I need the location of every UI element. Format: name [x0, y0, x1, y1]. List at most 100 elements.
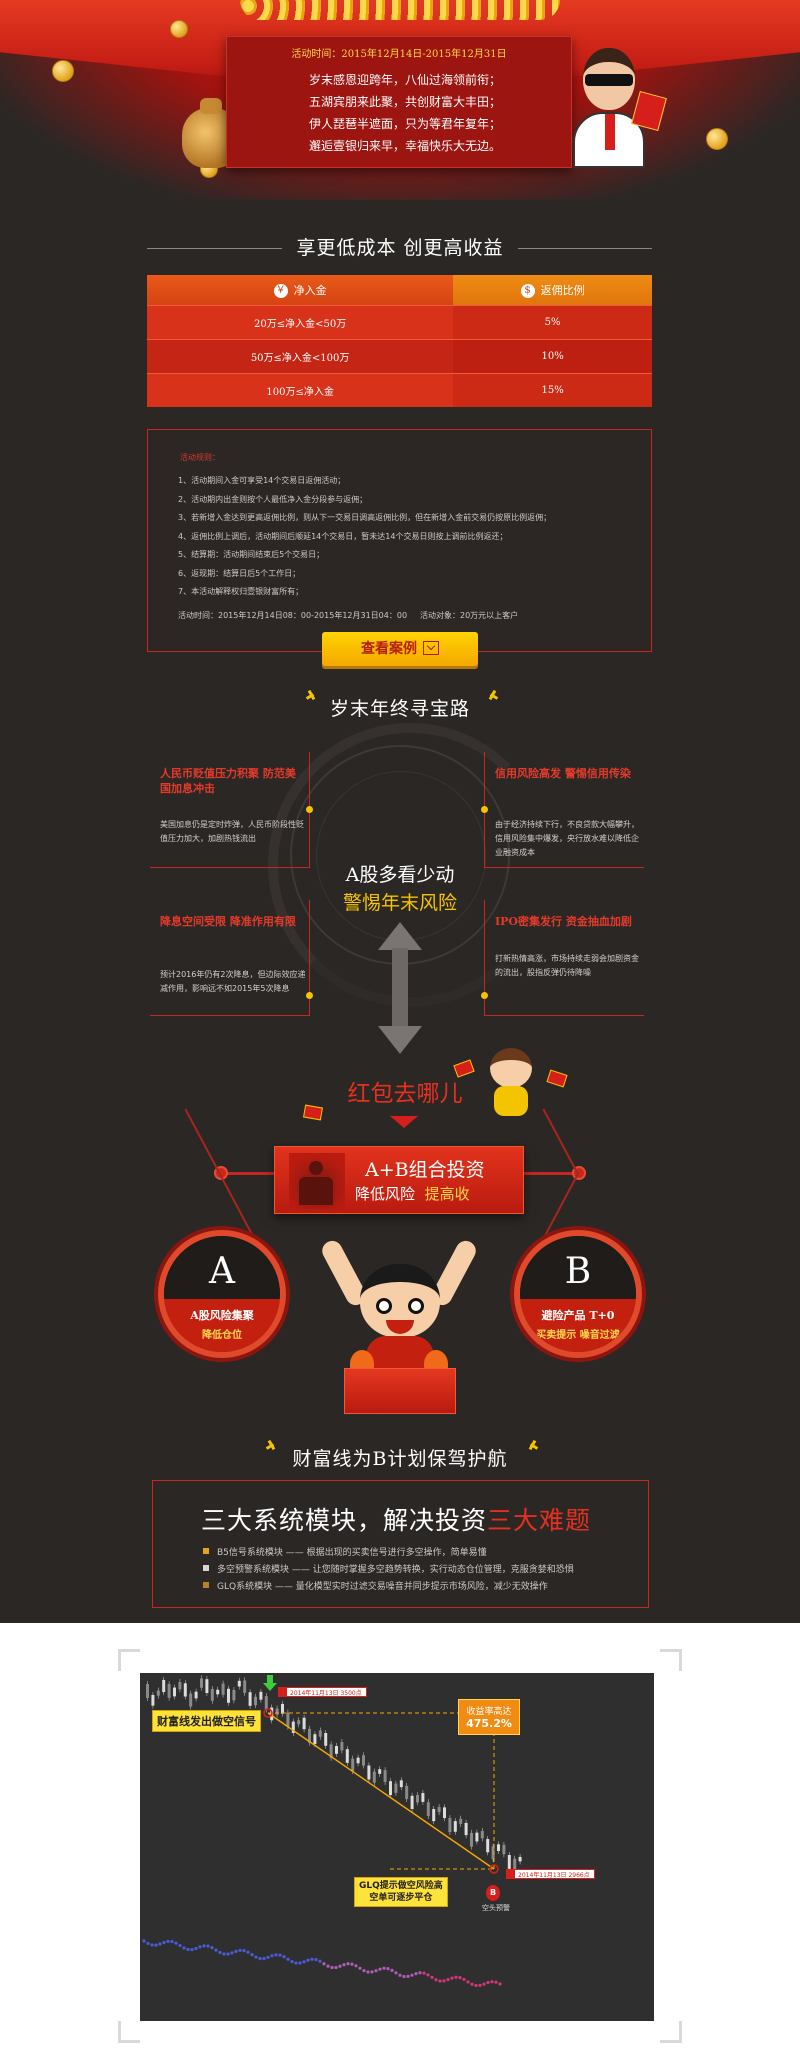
- candle-body: [291, 1721, 295, 1733]
- table-cell: 100万≤净入金: [147, 372, 454, 407]
- candle-body: [497, 1844, 500, 1852]
- red-envelope-icon: [303, 1104, 323, 1121]
- poem-line: 邂逅壹银归来早，幸福快乐大无边。: [309, 139, 502, 153]
- plan-a-line2: 降低仓位: [202, 1329, 242, 1341]
- indicator-dot: [174, 1941, 178, 1945]
- indicator-dot: [386, 1967, 390, 1971]
- coin-icon: [170, 20, 188, 38]
- dot-icon: [481, 806, 488, 813]
- signal-point: [489, 1864, 499, 1874]
- list-item: 5、结算期：活动期间结束后5个交易日；: [178, 550, 325, 559]
- candle-body: [210, 1688, 214, 1701]
- divider: [147, 248, 282, 249]
- frame-corner: [118, 1649, 140, 1671]
- candlestick-chart: [142, 1675, 522, 1988]
- list-item: 7、本活动解释权归壹银财富所有；: [178, 587, 304, 596]
- indicator-dot: [430, 1975, 434, 1980]
- risk-card-text: 美国加息仍是定时炸弹，人民币阶段性贬值压力加大，加剧热钱流出: [160, 820, 304, 843]
- candle-body: [254, 1696, 257, 1706]
- plan-b-circle: B 避险产品 T+0 买卖提示 噪音过滤: [514, 1230, 642, 1358]
- indicator-dot: [290, 1959, 294, 1964]
- candle-body: [151, 1694, 155, 1706]
- candle-body: [410, 1795, 414, 1810]
- candle-body: [162, 1679, 166, 1693]
- candle-body: [308, 1728, 311, 1743]
- list-item: B5信号系统模块 —— 根据出现的买卖信号进行多空操作，简单易懂: [203, 1545, 574, 1562]
- bear-warning-label: 空头预警: [482, 1904, 510, 1912]
- triangle-down-icon: [390, 1116, 418, 1128]
- indicator-dot: [194, 1946, 198, 1951]
- indicator-dot: [350, 1962, 354, 1966]
- candle-body: [200, 1678, 203, 1688]
- candle-body: [351, 1758, 355, 1772]
- table-row: 100万≤净入金 15%: [147, 372, 652, 407]
- list-item: 4、返佣比例上调后，活动期间后顺延14个交易日，暂未达14个交易日则按上调前比例…: [178, 531, 508, 541]
- indicator-dot: [370, 1970, 374, 1974]
- indicator-dot: [310, 1957, 314, 1961]
- rebate-rate-table: ￥ 净入金 $ 返佣比例 20万≤净入金<50万 5% 50万≤净入金<100万 1…: [147, 275, 652, 407]
- candle-body: [194, 1691, 198, 1699]
- candle-body: [378, 1769, 382, 1774]
- section-title-wealth-line: 财富线为B计划保驾护航: [292, 1448, 508, 1470]
- sparkle-icon: [526, 1440, 538, 1452]
- frame-corner: [660, 2021, 682, 2043]
- indicator-dot: [334, 1965, 338, 1970]
- rules-heading: 活动规则：: [180, 453, 220, 462]
- indicator-dot: [482, 1982, 486, 1986]
- risk-card-text: 打新热情高涨，市场持续走弱会加剧资金的流出，股指反弹仍待降噪: [495, 954, 639, 977]
- money-bag-icon: ￥: [273, 283, 288, 298]
- indicator-dot: [442, 1979, 446, 1983]
- indicator-dot: [474, 1983, 478, 1988]
- indicator-dot: [306, 1958, 310, 1962]
- candle-body: [389, 1781, 392, 1796]
- list-item: 1、活动期间入金可享受14个交易日返佣活动；: [178, 476, 346, 485]
- center-headline-2: 警惕年末风险: [342, 892, 457, 914]
- mascot-girl-icon: [480, 1048, 540, 1118]
- candle-body: [426, 1802, 430, 1817]
- candle-body: [313, 1734, 317, 1744]
- indicator-dot: [214, 1948, 218, 1952]
- indicator-dot: [422, 1971, 426, 1975]
- indicator-dot: [230, 1951, 234, 1955]
- indicator-dot: [262, 1956, 266, 1961]
- frame-corner: [660, 1649, 682, 1671]
- coin-icon: [706, 128, 728, 150]
- risk-card-ipo: IPO密集发行 资金抽血加剧 打新热情高涨，市场持续走弱会加剧资金的流出，股指反…: [481, 900, 644, 1016]
- indicator-dot: [210, 1946, 214, 1950]
- indicator-dot: [294, 1961, 298, 1965]
- indicator-dot: [154, 1943, 158, 1947]
- risk-card-title: IPO密集发行 资金抽血加剧: [495, 915, 632, 928]
- indicator-dot: [478, 1983, 482, 1987]
- candle-body: [189, 1693, 193, 1707]
- plan-a-line1: A股风险集聚: [190, 1308, 254, 1322]
- indicator-dot: [170, 1939, 174, 1944]
- indicator-dot: [394, 1971, 398, 1975]
- dot-icon: [306, 992, 313, 999]
- chevron-down-icon: [423, 641, 439, 655]
- indicator-dot: [454, 1975, 458, 1979]
- hero-poem-panel: 活动时间：2015年12月14日-2015年12月31日 岁末感恩迎跨年，八仙过…: [226, 36, 572, 168]
- candle-body: [502, 1844, 506, 1855]
- indicator-dot: [238, 1948, 242, 1952]
- indicator-dot: [302, 1960, 306, 1964]
- indicator-dot: [254, 1955, 258, 1959]
- candle-body: [421, 1793, 425, 1802]
- indicator-dot: [282, 1955, 286, 1959]
- candle-body: [507, 1854, 511, 1869]
- indicator-dot: [398, 1973, 402, 1977]
- indicator-dot: [458, 1976, 462, 1980]
- ab-banner-subtitle: 降低风险 提高收: [355, 1185, 470, 1203]
- plan-a-circle: A A股风险集聚 降低仓位: [158, 1230, 286, 1358]
- candle-body: [324, 1733, 328, 1746]
- bullet-icon: [203, 1582, 209, 1588]
- indicator-dot: [250, 1953, 254, 1957]
- plan-b-line1: 避险产品 T+0: [541, 1308, 615, 1322]
- view-case-button[interactable]: 查看案例: [322, 632, 478, 666]
- candle-body: [383, 1770, 387, 1782]
- b-signal-marker: B: [486, 1885, 500, 1901]
- price-tag-bottom: 2014年11月13日 2966点: [506, 1869, 595, 1879]
- hero-banner: 活动时间：2015年12月14日-2015年12月31日 岁末感恩迎跨年，八仙过…: [0, 0, 800, 200]
- trend-line: [267, 1712, 495, 1870]
- coin-icon: [52, 60, 74, 82]
- indicator-dot: [498, 1982, 502, 1986]
